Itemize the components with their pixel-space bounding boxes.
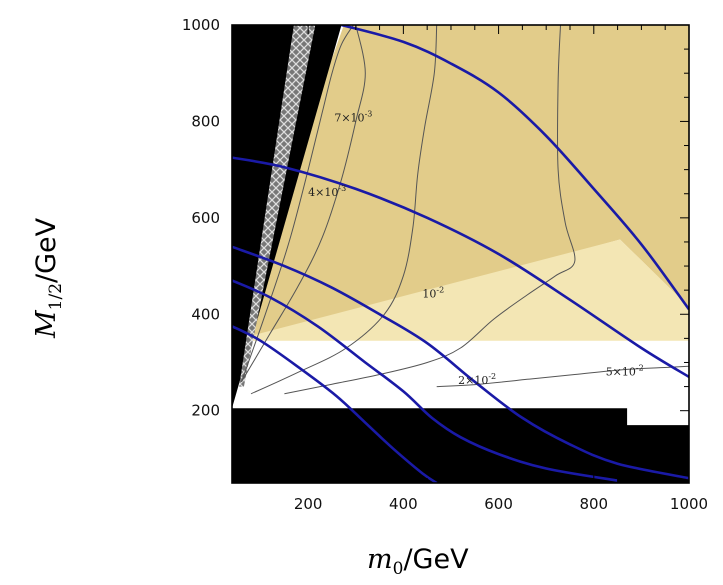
contour-label-4: 2×10-2 [458, 372, 496, 387]
x-tick-label: 800 [579, 495, 608, 513]
x-tick-label: 400 [389, 495, 418, 513]
contour-label-1: 7×10-3 [334, 109, 372, 124]
y-axis-title: M1/2/GeV [31, 217, 66, 339]
contour-line-3 [250, 25, 438, 395]
allowed-region [232, 25, 689, 341]
blue-curve-2 [232, 245, 689, 480]
y-tick-label: 1000 [182, 16, 220, 34]
x-tick-label: 200 [294, 495, 323, 513]
blue-curves [232, 25, 689, 483]
light-region [232, 239, 689, 341]
contour-label-5: 5×10-2 [606, 363, 644, 378]
blue-curve-1 [232, 156, 689, 379]
y-tick-label: 400 [191, 305, 220, 323]
x-axis-title: m0/GeV [367, 544, 469, 579]
y-tick-label: 800 [191, 112, 220, 130]
hatched-band [239, 25, 316, 387]
x-tick-label: 600 [484, 495, 513, 513]
plot-frame [231, 24, 690, 484]
x-tick-label: 1000 [670, 495, 708, 513]
contour-labels: 7×10-3 4×10-3 10-2 2×10-2 5×10-2 [308, 109, 644, 387]
blue-curve-4 [232, 325, 438, 483]
contour-line-1 [241, 25, 354, 382]
excluded-region-low [232, 408, 689, 483]
y-tick-label: 600 [191, 209, 220, 227]
blue-curve-5 [341, 25, 689, 311]
y-tick-label: 200 [191, 402, 220, 420]
contour-label-3: 10-2 [422, 285, 444, 300]
contour-label-2: 4×10-3 [308, 184, 346, 199]
blue-curve-3 [232, 279, 618, 482]
contour-line-2 [241, 25, 366, 383]
axis-ticks: 200 400 600 800 1000 200 400 600 800 1000 [182, 16, 708, 513]
regions [232, 25, 689, 483]
excluded-region-left [232, 25, 342, 409]
